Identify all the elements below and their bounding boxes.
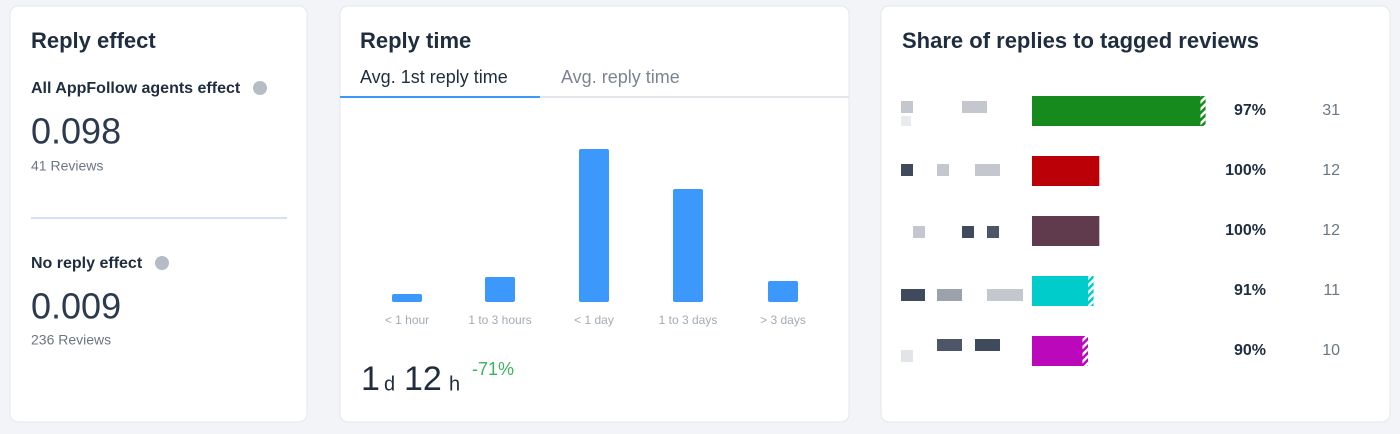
- percent-label: 100%: [1225, 222, 1266, 239]
- metric-value: 0.098: [31, 111, 121, 152]
- help-icon[interactable]: [155, 256, 169, 270]
- summary-hours-unit: h: [449, 373, 460, 395]
- card-title: Reply time: [360, 28, 471, 53]
- count-label: 12: [1322, 222, 1340, 239]
- summary-change: -71%: [472, 359, 514, 379]
- tab[interactable]: Avg. reply time: [561, 67, 680, 87]
- bar-replied: [1032, 96, 1201, 126]
- metric-value: 0.009: [31, 286, 121, 327]
- reply-effect-card: [9, 5, 308, 423]
- bar-replied: [1032, 216, 1100, 246]
- bar: [579, 149, 609, 302]
- x-tick-label: < 1 day: [574, 313, 614, 327]
- bar: [673, 189, 703, 302]
- metric-label: No reply effect: [31, 255, 143, 272]
- percent-label: 91%: [1234, 282, 1266, 299]
- summary-days: 1: [361, 360, 380, 398]
- percent-label: 90%: [1234, 342, 1266, 359]
- count-label: 10: [1322, 342, 1340, 359]
- help-icon[interactable]: [253, 81, 267, 95]
- bar: [768, 281, 798, 302]
- tab-active[interactable]: Avg. 1st reply time: [360, 67, 508, 87]
- summary-days-unit: d: [384, 373, 395, 395]
- x-tick-label: 1 to 3 days: [659, 313, 718, 327]
- bar-replied: [1032, 336, 1083, 366]
- summary-hours: 12: [404, 360, 442, 398]
- metric-reviews: 41 Reviews: [31, 158, 103, 174]
- bar-unreplied: [1082, 336, 1088, 366]
- count-label: 12: [1322, 162, 1340, 179]
- card-title: Share of replies to tagged reviews: [902, 28, 1259, 53]
- percent-label: 97%: [1234, 102, 1266, 119]
- bar: [392, 294, 422, 302]
- count-label: 31: [1322, 102, 1340, 119]
- metric-reviews: 236 Reviews: [31, 332, 111, 348]
- bar-unreplied: [1088, 276, 1094, 306]
- bar-replied: [1032, 276, 1089, 306]
- blurred-labels: [901, 101, 1023, 362]
- x-tick-label: > 3 days: [760, 313, 806, 327]
- x-tick-label: < 1 hour: [385, 313, 429, 327]
- x-tick-label: 1 to 3 hours: [468, 313, 531, 327]
- bar-replied: [1032, 156, 1100, 186]
- metric-label: All AppFollow agents effect: [31, 80, 241, 97]
- bar: [485, 277, 515, 302]
- count-label: 11: [1323, 282, 1340, 299]
- card-title: Reply effect: [31, 28, 156, 53]
- bar-unreplied: [1200, 96, 1206, 126]
- percent-label: 100%: [1225, 162, 1266, 179]
- share-card: [880, 5, 1391, 423]
